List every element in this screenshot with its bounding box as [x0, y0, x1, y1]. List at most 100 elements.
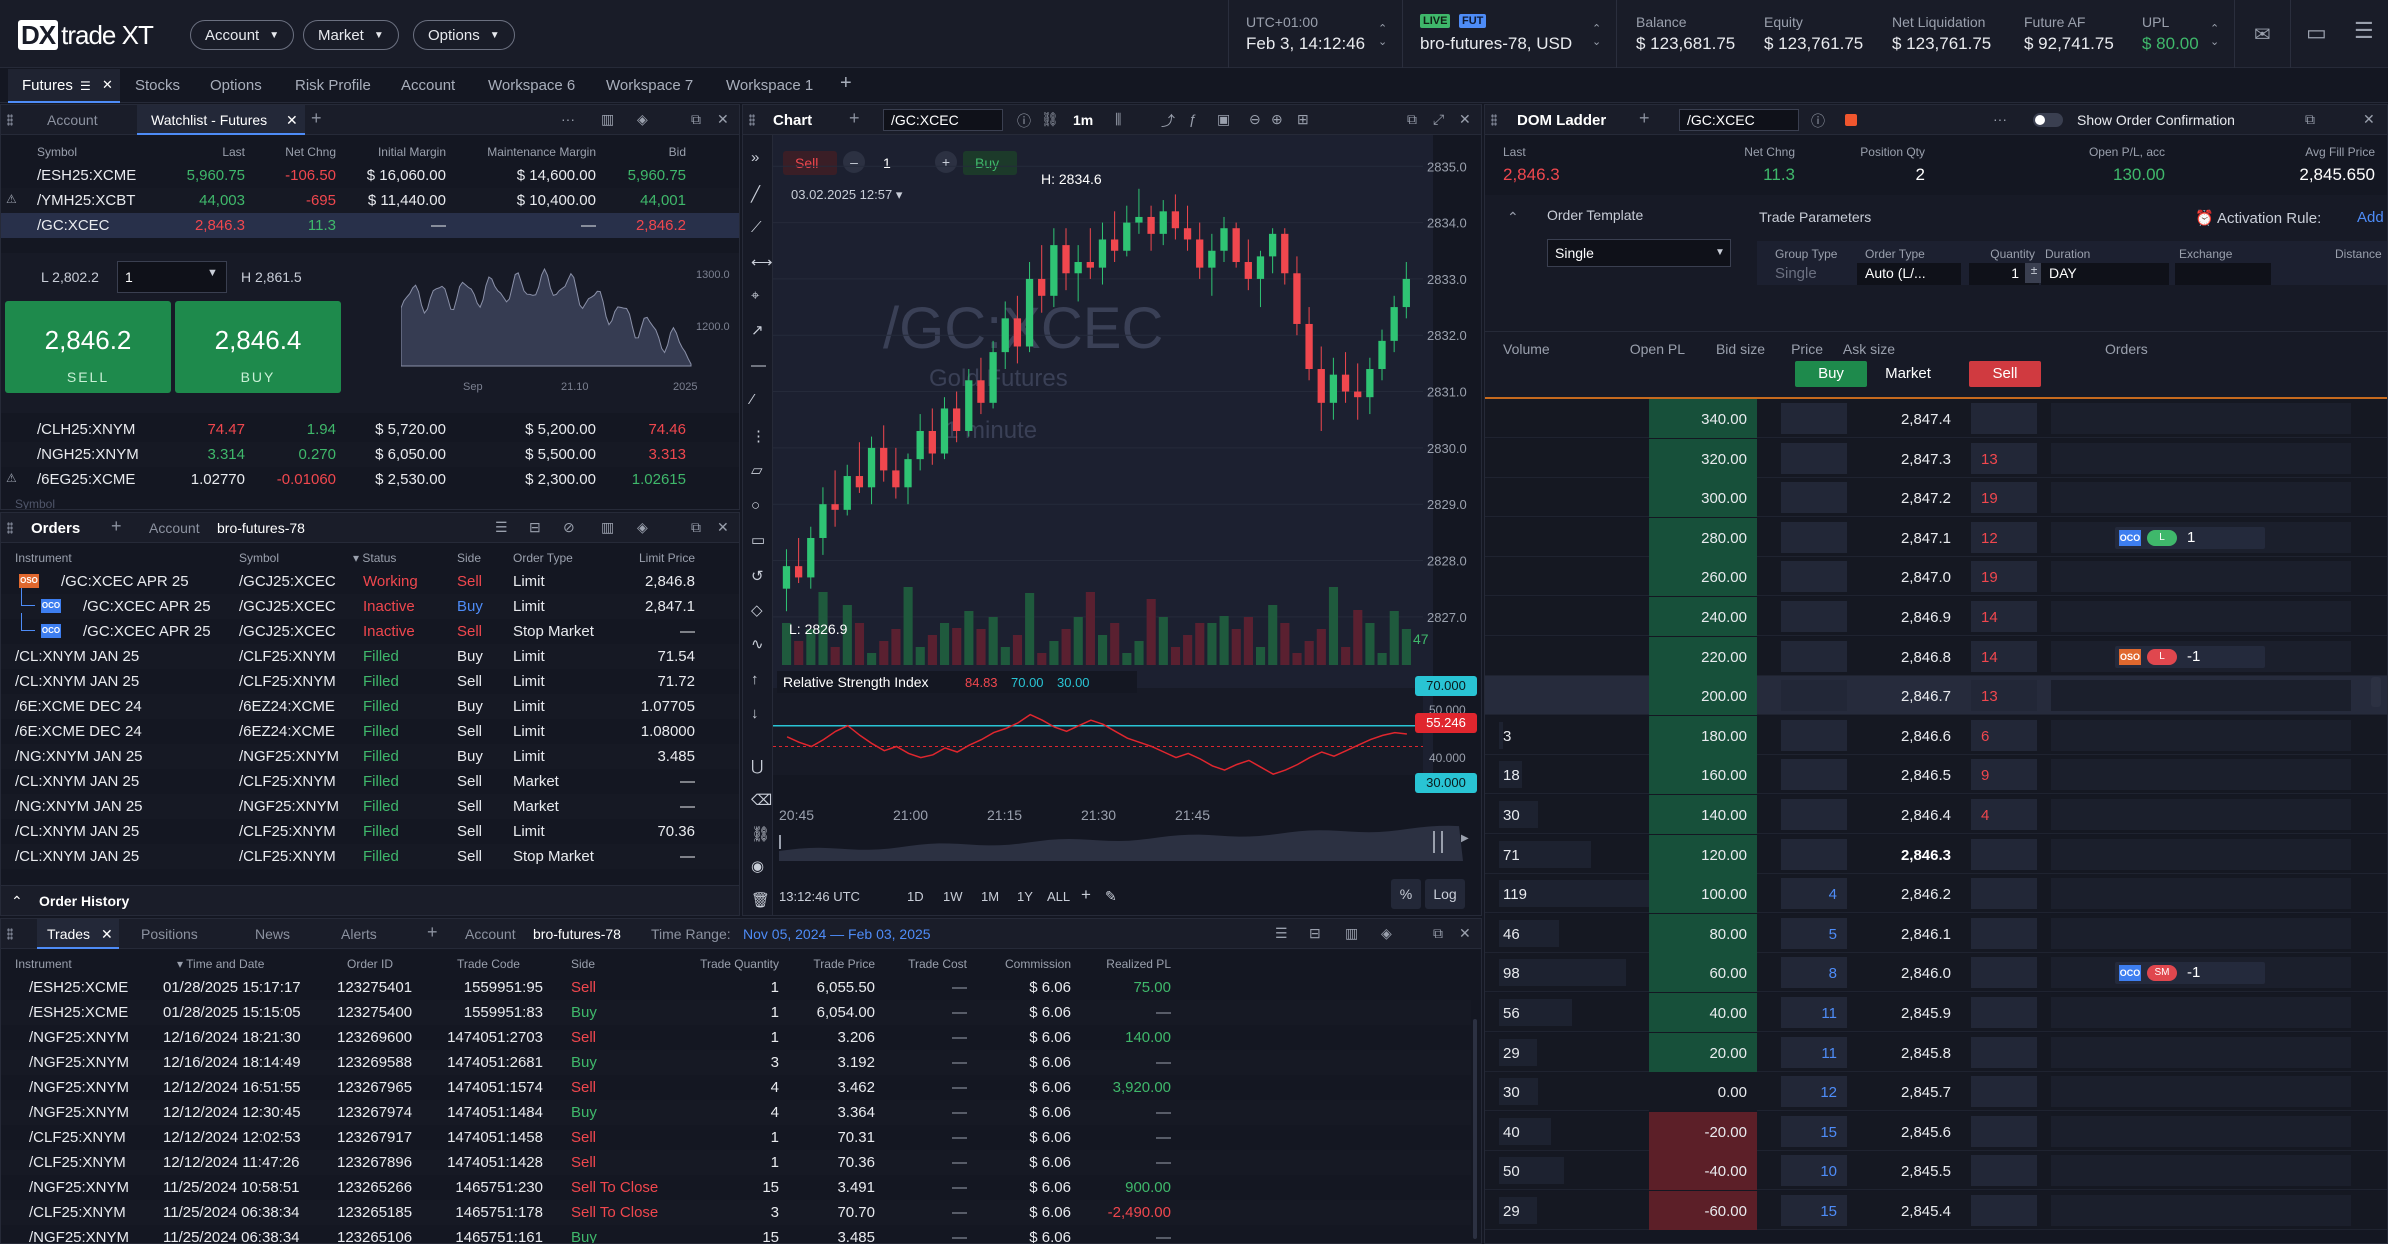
tab-workspace-6[interactable]: Workspace 6 [488, 77, 576, 94]
account-selector[interactable]: bro-futures-78, USD [1420, 34, 1573, 53]
watchlist-row[interactable] [1, 213, 739, 238]
candlestick-chart[interactable]: 2835.0 2834.0 2833.0 2832.0 2831.0 2830.0 2829… [773, 135, 1482, 775]
range-1y[interactable]: 1Y [1017, 889, 1033, 904]
trade-row[interactable] [1, 1025, 1471, 1050]
ask-size-box[interactable] [1971, 680, 2037, 712]
add-range-icon[interactable]: + [1081, 885, 1091, 904]
ask-size-box[interactable] [1971, 799, 2037, 830]
candle-type-icon[interactable]: ⫼ [1115, 111, 1122, 127]
columns-icon[interactable]: ▥ [601, 519, 615, 535]
trade-row[interactable] [1, 975, 1471, 1000]
add-workspace-icon[interactable]: + [840, 72, 852, 94]
trade-row[interactable] [1, 1125, 1471, 1150]
tab-positions[interactable]: Positions [141, 926, 198, 942]
indicators-icon[interactable]: ⤴ [1161, 113, 1175, 129]
range-1m[interactable]: 1M [981, 889, 1000, 904]
trade-row[interactable] [1, 1150, 1471, 1175]
eraser-icon[interactable]: ⌫ [751, 792, 773, 809]
crosshair-icon[interactable]: ⌖ [751, 287, 760, 304]
bid-size-box[interactable] [1781, 957, 1847, 989]
studies-icon[interactable]: ƒ [1189, 111, 1197, 127]
menu-icon[interactable]: ☰ [2354, 18, 2374, 43]
magnet-icon[interactable]: ⋃ [751, 758, 764, 775]
ask-size-box[interactable] [1971, 1036, 2037, 1068]
sell-button[interactable] [5, 301, 171, 393]
duration-select[interactable] [2041, 263, 2169, 285]
ask-size-box[interactable] [1971, 482, 2037, 514]
chevron-up-icon[interactable]: ⌃ [1507, 209, 1519, 225]
col-trade-quantity[interactable]: Trade Quantity [700, 957, 779, 971]
trade-row[interactable] [1, 1075, 1471, 1100]
options-menu[interactable]: Options ▼ [413, 20, 515, 50]
bid-size-box[interactable] [1781, 1115, 1847, 1147]
col-limit-price[interactable]: Limit Price [638, 551, 695, 565]
confirm-toggle[interactable] [2033, 113, 2063, 127]
ask-size-box[interactable] [1971, 997, 2037, 1028]
close-panel-icon[interactable]: ✕ [717, 111, 729, 127]
popout-icon[interactable]: ⧉ [2305, 111, 2315, 127]
popout-icon[interactable]: ⧉ [1407, 111, 1417, 127]
watchlist-row[interactable] [1, 417, 739, 442]
tab-workspace-7[interactable]: Workspace 7 [606, 77, 694, 94]
layout-icon[interactable]: ⊞ [1297, 111, 1309, 127]
ask-size-box[interactable] [1971, 1155, 2037, 1187]
popout-icon[interactable]: ⧉ [691, 111, 701, 127]
trade-row[interactable] [1, 1200, 1471, 1225]
ask-size-box[interactable] [1971, 838, 2037, 870]
list-icon[interactable]: ☰ [1275, 925, 1288, 941]
chart-symbol-input[interactable] [883, 109, 1003, 131]
col-order-id[interactable]: Order ID [347, 957, 394, 971]
bid-size-box[interactable] [1781, 601, 1847, 632]
qty-plus-button[interactable]: + [935, 151, 957, 173]
order-row[interactable] [1, 744, 739, 769]
bid-size-box[interactable] [1781, 1036, 1847, 1068]
arc-tool-icon[interactable]: ↺ [751, 568, 764, 585]
col-commission[interactable]: Commission [1004, 957, 1071, 971]
bid-size-box[interactable] [1781, 917, 1847, 949]
bid-size-box[interactable] [1781, 442, 1847, 474]
quantity-stepper[interactable]: ± [2025, 263, 2043, 283]
col-side[interactable]: Side [571, 957, 596, 971]
trade-row[interactable] [1, 1000, 1471, 1025]
orders-cell[interactable] [2051, 838, 2351, 870]
ask-size-box[interactable] [1971, 442, 2037, 474]
time-range-value[interactable]: Nov 05, 2024 — Feb 03, 2025 [743, 926, 931, 942]
col-instrument[interactable]: Instrument [15, 551, 72, 565]
more-icon[interactable]: ··· [561, 111, 575, 127]
parallel-channel-icon[interactable]: ▱ [751, 462, 763, 479]
order-row[interactable] [1, 819, 739, 844]
col-order-type[interactable]: Order Type [513, 551, 573, 565]
col-trade-code[interactable]: Trade Code [457, 957, 520, 971]
tab-account-panel[interactable]: Account [47, 112, 98, 128]
chart-qty[interactable]: 1 [883, 155, 891, 171]
record-icon[interactable] [1845, 114, 1857, 126]
image-icon[interactable]: ▣ [1217, 111, 1231, 127]
add-tab-icon[interactable]: + [849, 108, 860, 128]
ask-size-box[interactable] [1971, 521, 2037, 553]
market-menu[interactable]: Market ▼ [303, 20, 399, 50]
watchlist-row[interactable] [1, 188, 739, 213]
col-trade-price[interactable]: Trade Price [813, 957, 875, 971]
watchlist-row[interactable] [1, 442, 739, 467]
tab-alerts[interactable]: Alerts [341, 926, 377, 942]
mail-icon[interactable]: ✉ [2254, 24, 2271, 46]
add-activation-button[interactable]: Add [2357, 209, 2384, 226]
tab-futures-label[interactable]: Futures [22, 77, 73, 94]
close-panel-icon[interactable]: ✕ [2363, 111, 2375, 127]
vertical-line-icon[interactable]: ⋮ [751, 428, 766, 445]
navigator-handle-right[interactable] [1433, 831, 1443, 853]
trade-row[interactable] [1, 1175, 1471, 1200]
bid-size-box[interactable] [1781, 1155, 1847, 1187]
orders-cell[interactable] [2051, 403, 2351, 434]
add-tab-icon[interactable]: + [1639, 108, 1650, 128]
more-icon[interactable]: ··· [1993, 111, 2007, 127]
link-tool-icon[interactable]: ⛓ [751, 826, 771, 843]
link-icon[interactable]: ⛓ [1041, 111, 1059, 127]
chart-navigator[interactable] [779, 821, 1463, 861]
range-1d[interactable]: 1D [907, 889, 924, 904]
tab-trades[interactable] [37, 919, 119, 949]
chevron-up-icon[interactable]: ⌃ [11, 893, 23, 909]
orders-cell[interactable] [2051, 878, 2351, 910]
ask-size-box[interactable] [1971, 719, 2037, 751]
order-row[interactable] [1, 844, 739, 869]
